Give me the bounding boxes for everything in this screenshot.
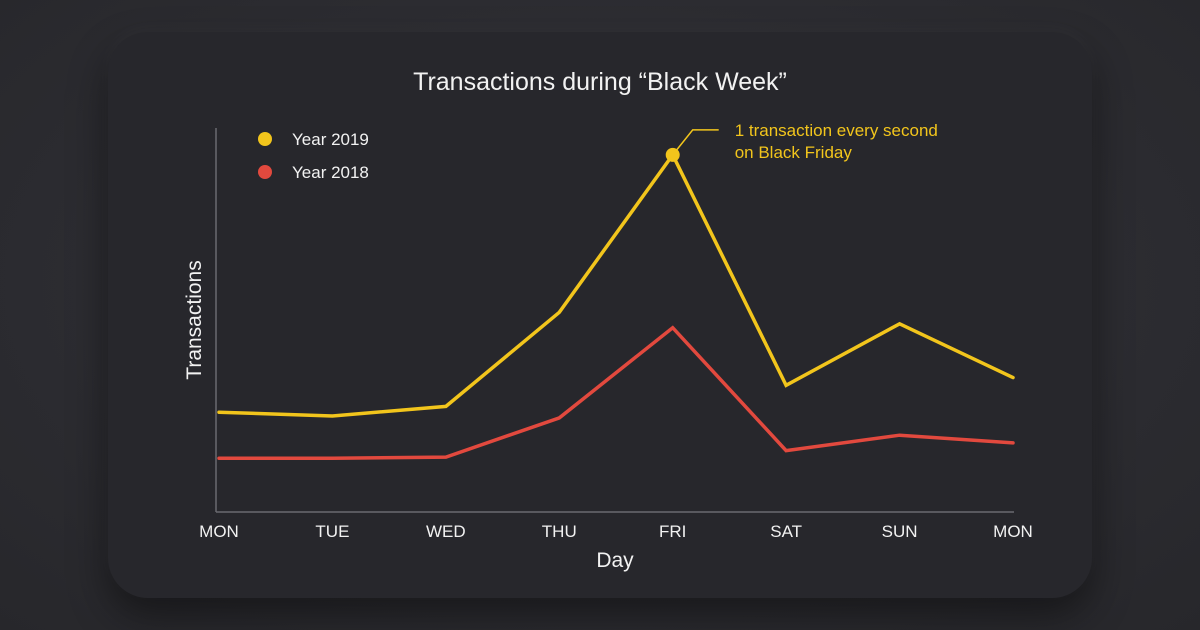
annotation-text-line: on Black Friday — [735, 143, 853, 162]
y-axis-label: Transactions — [183, 260, 206, 379]
legend-marker — [258, 132, 272, 146]
x-tick-label: MON — [199, 522, 239, 541]
annotation: 1 transaction every second on Black Frida… — [665, 121, 938, 162]
x-tick-labels: MON TUE WED THU FRI SAT SUN MON — [199, 522, 1033, 541]
legend-marker — [258, 165, 272, 179]
chart-axes — [215, 128, 1014, 513]
chart-title: Transactions during “Black Week” — [413, 68, 787, 96]
annotation-text-line: 1 transaction every second — [735, 121, 938, 140]
legend: Year 2019 Year 2018 — [258, 130, 369, 182]
series-line-2 — [217, 325, 1015, 460]
chart-card — [108, 32, 1092, 598]
legend-label: Year 2019 — [292, 130, 369, 149]
x-tick-label: SUN — [882, 522, 918, 541]
x-tick-label: THU — [542, 522, 577, 541]
x-tick-label: MON — [993, 522, 1033, 541]
legend-label: Year 2018 — [292, 163, 369, 182]
series-layer — [217, 151, 1015, 460]
x-tick-label: FRI — [659, 522, 686, 541]
x-axis-label: Day — [596, 549, 634, 572]
annotation-leader-line — [672, 129, 719, 156]
series-line-1 — [217, 151, 1015, 418]
annotation-point — [665, 147, 680, 162]
x-tick-label: WED — [426, 522, 466, 541]
x-tick-label: SAT — [770, 522, 802, 541]
x-tick-label: TUE — [315, 522, 349, 541]
